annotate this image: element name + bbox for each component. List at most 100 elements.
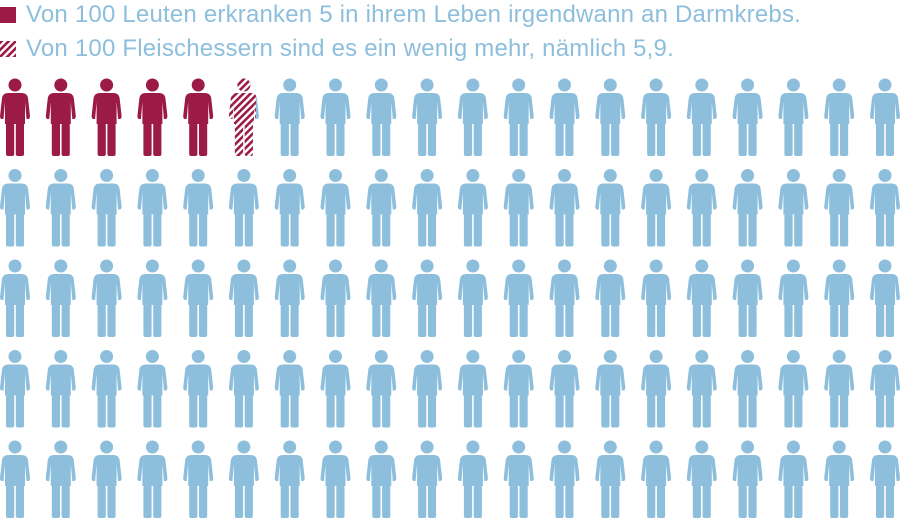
person-icon: [686, 350, 717, 428]
person-icon: [824, 78, 855, 156]
person-icon: [732, 259, 763, 337]
person-icon: [366, 169, 397, 247]
person-icon: [778, 259, 809, 337]
person-icon: [595, 78, 626, 156]
person-icon: [137, 350, 168, 428]
person-icon: [549, 78, 580, 156]
person-icon: [91, 350, 122, 428]
person-icon: [228, 350, 259, 428]
person-icon: [549, 440, 580, 518]
legend-item-meat-eaters: Von 100 Fleischessern sind es ein wenig …: [0, 35, 674, 63]
person-icon: [91, 78, 122, 156]
person-icon: [366, 259, 397, 337]
person-icon: [183, 169, 214, 247]
person-icon: [595, 169, 626, 247]
person-icon: [274, 169, 305, 247]
person-icon: [274, 259, 305, 337]
person-icon: [686, 169, 717, 247]
hatched-person-icon: [228, 78, 256, 156]
person-icon: [732, 350, 763, 428]
person-icon: [45, 169, 76, 247]
person-icon: [503, 259, 534, 337]
person-icon: [778, 440, 809, 518]
person-icon: [641, 259, 672, 337]
person-icon: [641, 78, 672, 156]
person-icon: [91, 259, 122, 337]
person-icon: [686, 259, 717, 337]
person-icon: [824, 350, 855, 428]
person-icon: [366, 440, 397, 518]
person-icon: [412, 78, 443, 156]
person-icon: [183, 350, 214, 428]
person-icon: [320, 350, 351, 428]
person-icon: [778, 350, 809, 428]
person-icon: [732, 440, 763, 518]
person-icon: [824, 259, 855, 337]
person-icon: [457, 78, 488, 156]
person-icon: [320, 259, 351, 337]
person-icon: [137, 440, 168, 518]
person-icon: [457, 350, 488, 428]
person-icon: [274, 440, 305, 518]
person-icon: [778, 169, 809, 247]
person-icon: [503, 350, 534, 428]
person-icon: [778, 78, 809, 156]
person-icon: [274, 350, 305, 428]
person-icon: [183, 259, 214, 337]
person-icon: [549, 350, 580, 428]
legend-label: Von 100 Fleischessern sind es ein wenig …: [26, 35, 674, 62]
person-icon: [320, 440, 351, 518]
person-icon: [137, 78, 168, 156]
person-icon: [824, 440, 855, 518]
person-icon: [595, 440, 626, 518]
person-icon: [503, 169, 534, 247]
person-icon: [457, 440, 488, 518]
person-icon: [870, 259, 900, 337]
person-icon: [45, 259, 76, 337]
legend-swatch-hatched: [0, 41, 16, 57]
person-icon: [595, 350, 626, 428]
person-icon: [641, 169, 672, 247]
person-icon: [549, 169, 580, 247]
person-icon: [870, 440, 900, 518]
person-icon: [91, 169, 122, 247]
person-icon: [549, 259, 580, 337]
person-icon: [0, 350, 30, 428]
person-icon: [686, 78, 717, 156]
person-icon: [228, 169, 259, 247]
person-icon: [412, 350, 443, 428]
person-icon: [732, 169, 763, 247]
person-icon: [412, 440, 443, 518]
person-icon: [457, 169, 488, 247]
person-icon: [137, 259, 168, 337]
person-icon: [366, 350, 397, 428]
legend-label: Von 100 Leuten erkranken 5 in ihrem Lebe…: [26, 1, 802, 28]
person-icon: [503, 78, 534, 156]
legend-swatch-solid: [0, 7, 16, 23]
person-icon: [0, 169, 30, 247]
person-icon: [641, 350, 672, 428]
person-icon: [274, 78, 305, 156]
person-icon: [0, 78, 30, 156]
person-icon: [45, 350, 76, 428]
person-icon: [0, 440, 30, 518]
person-icon: [366, 78, 397, 156]
person-icon: [45, 78, 76, 156]
person-icon: [183, 440, 214, 518]
person-icon: [412, 259, 443, 337]
person-icon: [870, 169, 900, 247]
legend-item-general: Von 100 Leuten erkranken 5 in ihrem Lebe…: [0, 1, 801, 29]
person-icon: [595, 259, 626, 337]
person-icon: [137, 169, 168, 247]
person-icon: [228, 259, 259, 337]
person-icon: [320, 78, 351, 156]
person-icon: [824, 169, 855, 247]
person-icon: [503, 440, 534, 518]
person-icon: [320, 169, 351, 247]
person-icon: [457, 259, 488, 337]
person-icon: [228, 78, 259, 156]
person-icon: [686, 440, 717, 518]
person-icon: [641, 440, 672, 518]
person-icon: [45, 440, 76, 518]
